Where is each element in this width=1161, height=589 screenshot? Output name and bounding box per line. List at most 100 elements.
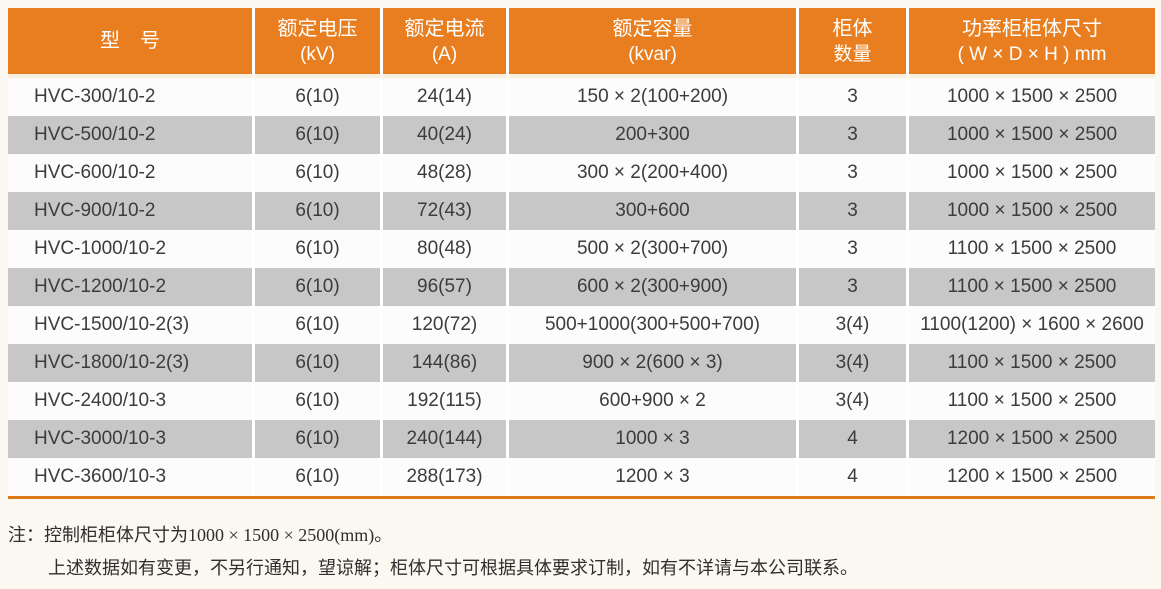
rated-voltage-cell: 6(10) bbox=[255, 344, 383, 382]
cabinet-count-cell: 3(4) bbox=[799, 306, 909, 344]
rated-current-cell: 40(24) bbox=[383, 116, 509, 154]
table-row: HVC-1500/10-2(3) 6(10) 120(72) 500+1000(300… bbox=[8, 306, 1155, 344]
table-row: HVC-3000/10-3 6(10) 240(144) 1000 × 3 4 1200 … bbox=[8, 420, 1155, 458]
header-label: 额定电流 bbox=[404, 17, 485, 40]
dimensions-cell: 1100 × 1500 × 2500 bbox=[909, 344, 1155, 382]
rated-voltage-cell: 6(10) bbox=[255, 154, 383, 192]
header-sublabel: (kV) bbox=[300, 43, 335, 65]
cabinet-count-cell: 3 bbox=[799, 116, 909, 154]
header-sublabel: 数量 bbox=[833, 43, 872, 65]
rated-capacity-cell: 300 × 2(200+400) bbox=[509, 154, 799, 192]
rated-current-cell: 80(48) bbox=[383, 230, 509, 268]
rated-voltage-cell: 6(10) bbox=[255, 116, 383, 154]
header-cell-dimensions: 功率柜柜体尺寸 ( W × D × H ) mm bbox=[909, 8, 1155, 78]
rated-voltage-cell: 6(10) bbox=[255, 458, 383, 496]
table-row: HVC-300/10-2 6(10) 24(14) 150 × 2(100+200) 3… bbox=[8, 78, 1155, 116]
rated-capacity-cell: 500 × 2(300+700) bbox=[509, 230, 799, 268]
table-row: HVC-3600/10-3 6(10) 288(173) 1200 × 3 4 1200 … bbox=[8, 458, 1155, 496]
table-row: HVC-1000/10-2 6(10) 80(48) 500 × 2(300+700)… bbox=[8, 230, 1155, 268]
rated-voltage-cell: 6(10) bbox=[255, 268, 383, 306]
table-row: HVC-1200/10-2 6(10) 96(57) 600 × 2(300+900)… bbox=[8, 268, 1155, 306]
dimensions-cell: 1000 × 1500 × 2500 bbox=[909, 78, 1155, 116]
rated-current-cell: 240(144) bbox=[383, 420, 509, 458]
rated-capacity-cell: 150 × 2(100+200) bbox=[509, 78, 799, 116]
model-cell: HVC-500/10-2 bbox=[8, 116, 255, 154]
header-cell-rated-capacity: 额定容量 (kvar) bbox=[509, 8, 799, 78]
header-label: 额定容量 bbox=[612, 17, 693, 40]
rated-capacity-cell: 900 × 2(600 × 3) bbox=[509, 344, 799, 382]
rated-capacity-cell: 600+900 × 2 bbox=[509, 382, 799, 420]
rated-current-cell: 144(86) bbox=[383, 344, 509, 382]
footnotes: 注：控制柜柜体尺寸为1000 × 1500 × 2500(mm)。 上述数据如有… bbox=[8, 519, 1158, 585]
rated-capacity-cell: 1000 × 3 bbox=[509, 420, 799, 458]
rated-voltage-cell: 6(10) bbox=[255, 306, 383, 344]
table-header: 型 号 额定电压 (kV) 额定电流 (A) 额定容量 (kvar) 柜体 bbox=[8, 8, 1155, 78]
rated-voltage-cell: 6(10) bbox=[255, 78, 383, 116]
table-row: HVC-2400/10-3 6(10) 192(115) 600+900 × 2 3(4… bbox=[8, 382, 1155, 420]
header-cell-rated-current: 额定电流 (A) bbox=[383, 8, 509, 78]
rated-current-cell: 48(28) bbox=[383, 154, 509, 192]
cabinet-count-cell: 3 bbox=[799, 78, 909, 116]
header-row: 型 号 额定电压 (kV) 额定电流 (A) 额定容量 (kvar) 柜体 bbox=[8, 8, 1155, 78]
cabinet-count-cell: 3(4) bbox=[799, 382, 909, 420]
rated-capacity-cell: 300+600 bbox=[509, 192, 799, 230]
dimensions-cell: 1200 × 1500 × 2500 bbox=[909, 420, 1155, 458]
dimensions-cell: 1000 × 1500 × 2500 bbox=[909, 154, 1155, 192]
cabinet-count-cell: 4 bbox=[799, 420, 909, 458]
cabinet-count-cell: 3 bbox=[799, 230, 909, 268]
header-sublabel: (A) bbox=[431, 43, 458, 65]
dimensions-cell: 1000 × 1500 × 2500 bbox=[909, 116, 1155, 154]
model-cell: HVC-3000/10-3 bbox=[8, 420, 255, 458]
model-cell: HVC-1800/10-2(3) bbox=[8, 344, 255, 382]
table-row: HVC-500/10-2 6(10) 40(24) 200+300 3 1000 × 15… bbox=[8, 116, 1155, 154]
dimensions-cell: 1100 × 1500 × 2500 bbox=[909, 268, 1155, 306]
rated-capacity-cell: 1200 × 3 bbox=[509, 458, 799, 496]
header-label: 柜体 bbox=[832, 17, 873, 40]
footnote-control-cabinet-size: 注：控制柜柜体尺寸为1000 × 1500 × 2500(mm)。 bbox=[8, 525, 393, 545]
dimensions-cell: 1000 × 1500 × 2500 bbox=[909, 192, 1155, 230]
table-row: HVC-900/10-2 6(10) 72(43) 300+600 3 1000 × 15… bbox=[8, 192, 1155, 230]
rated-current-cell: 24(14) bbox=[383, 78, 509, 116]
rated-current-cell: 96(57) bbox=[383, 268, 509, 306]
dimensions-cell: 1100(1200) × 1600 × 2600 bbox=[909, 306, 1155, 344]
dimensions-cell: 1100 × 1500 × 2500 bbox=[909, 230, 1155, 268]
rated-current-cell: 192(115) bbox=[383, 382, 509, 420]
header-cell-rated-voltage: 额定电压 (kV) bbox=[255, 8, 383, 78]
header-label: 额定电压 bbox=[277, 17, 358, 40]
header-sublabel: (kvar) bbox=[628, 43, 677, 65]
model-cell: HVC-900/10-2 bbox=[8, 192, 255, 230]
table-body: HVC-300/10-2 6(10) 24(14) 150 × 2(100+200) 3… bbox=[8, 78, 1155, 496]
model-cell: HVC-600/10-2 bbox=[8, 154, 255, 192]
cabinet-count-cell: 3 bbox=[799, 268, 909, 306]
rated-capacity-cell: 600 × 2(300+900) bbox=[509, 268, 799, 306]
cabinet-count-cell: 3 bbox=[799, 154, 909, 192]
rated-voltage-cell: 6(10) bbox=[255, 192, 383, 230]
rated-voltage-cell: 6(10) bbox=[255, 420, 383, 458]
model-cell: HVC-300/10-2 bbox=[8, 78, 255, 116]
header-label: 功率柜柜体尺寸 bbox=[962, 17, 1102, 40]
rated-current-cell: 72(43) bbox=[383, 192, 509, 230]
model-cell: HVC-1500/10-2(3) bbox=[8, 306, 255, 344]
dimensions-cell: 1200 × 1500 × 2500 bbox=[909, 458, 1155, 496]
header-cell-cabinet-count: 柜体 数量 bbox=[799, 8, 909, 78]
model-cell: HVC-1200/10-2 bbox=[8, 268, 255, 306]
dimensions-cell: 1100 × 1500 × 2500 bbox=[909, 382, 1155, 420]
spec-table: 型 号 额定电压 (kV) 额定电流 (A) 额定容量 (kvar) 柜体 bbox=[8, 8, 1155, 499]
header-cell-model: 型 号 bbox=[8, 8, 255, 78]
rated-capacity-cell: 200+300 bbox=[509, 116, 799, 154]
model-cell: HVC-2400/10-3 bbox=[8, 382, 255, 420]
cabinet-count-cell: 4 bbox=[799, 458, 909, 496]
model-cell: HVC-3600/10-3 bbox=[8, 458, 255, 496]
rated-voltage-cell: 6(10) bbox=[255, 230, 383, 268]
rated-current-cell: 288(173) bbox=[383, 458, 509, 496]
table-row: HVC-1800/10-2(3) 6(10) 144(86) 900 × 2(600 … bbox=[8, 344, 1155, 382]
rated-capacity-cell: 500+1000(300+500+700) bbox=[509, 306, 799, 344]
cabinet-count-cell: 3 bbox=[799, 192, 909, 230]
header-sublabel: ( W × D × H ) mm bbox=[957, 43, 1107, 65]
rated-current-cell: 120(72) bbox=[383, 306, 509, 344]
table-row: HVC-600/10-2 6(10) 48(28) 300 × 2(200+400) 3… bbox=[8, 154, 1155, 192]
header-label: 型 号 bbox=[100, 29, 160, 52]
model-cell: HVC-1000/10-2 bbox=[8, 230, 255, 268]
rated-voltage-cell: 6(10) bbox=[255, 382, 383, 420]
